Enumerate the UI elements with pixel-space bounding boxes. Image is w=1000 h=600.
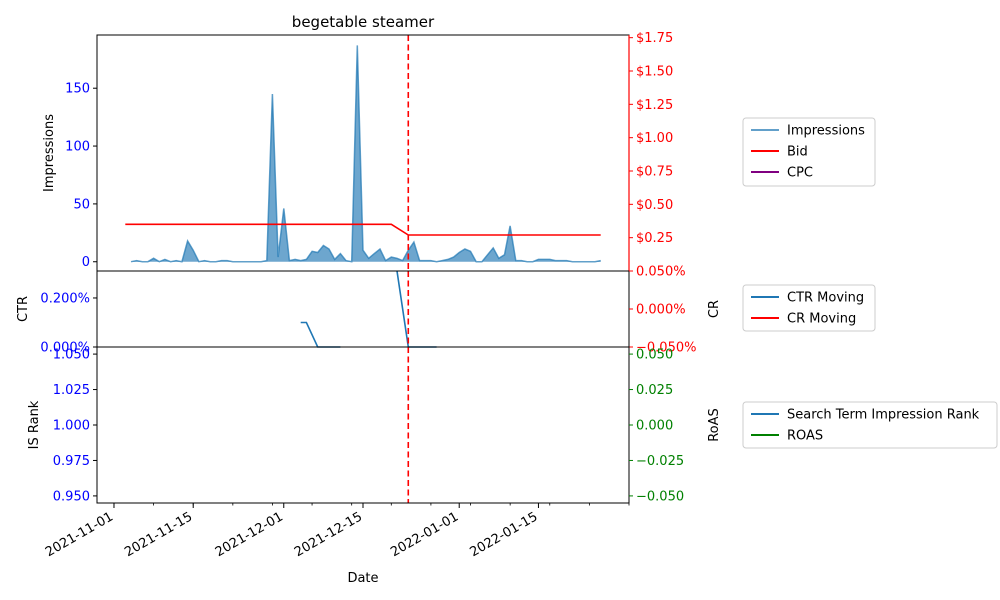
y-tick-label-left: 1.025 — [53, 383, 90, 398]
y-tick-label-right: $1.75 — [636, 31, 673, 46]
x-tick-label: 2021-11-15 — [122, 509, 195, 560]
y-tick-label-left: 0.200% — [40, 291, 90, 306]
y-tick-label-right: $1.00 — [636, 131, 673, 146]
y-tick-label-left: 0 — [82, 255, 90, 270]
y-tick-label-left: 100 — [65, 140, 90, 155]
legend-entry: Search Term Impression Rank — [787, 408, 980, 423]
x-tick-label: 2021-11-01 — [43, 509, 116, 560]
y-tick-label-right: 0.050 — [636, 348, 673, 363]
y-tick-label-left: 50 — [73, 197, 90, 212]
y-tick-label-left: 1.050 — [53, 348, 90, 363]
y-tick-label-right: $0.50 — [636, 198, 673, 213]
y-tick-label-right: 0.025 — [636, 383, 673, 398]
panel-frame — [96, 346, 630, 504]
x-tick-label: 2021-12-01 — [213, 509, 286, 560]
y-tick-label-left: 0.000% — [40, 341, 90, 356]
y-tick-label-right: $1.50 — [636, 65, 673, 80]
y-axis-label-right: CR — [707, 300, 722, 318]
ctr-moving-line-0 — [300, 321, 341, 348]
x-axis-label: Date — [347, 571, 378, 586]
x-tick-label: 2022-01-15 — [468, 509, 541, 560]
y-axis-label-left: CTR — [16, 296, 31, 322]
legend-entry: ROAS — [787, 429, 823, 444]
y-tick-label-left: 150 — [65, 82, 90, 97]
x-tick-label: 2022-01-01 — [388, 509, 461, 560]
x-tick-label: 2021-12-15 — [292, 509, 365, 560]
legend-entry: Bid — [787, 145, 808, 160]
y-tick-label-left: 0.950 — [53, 489, 90, 504]
y-tick-label-right: $1.25 — [636, 98, 673, 113]
y-tick-label-right: $0.75 — [636, 165, 673, 180]
y-tick-label-right: 0.050% — [636, 265, 686, 280]
ctr-moving-line-1 — [396, 270, 437, 348]
legends: Impressions Bid CPC CTR Moving CR Moving Sear… — [742, 117, 998, 449]
y-tick-label-right: −0.050% — [636, 341, 696, 356]
legend-entry: CR Moving — [787, 312, 856, 327]
y-axis-label-right: RoAS — [707, 408, 722, 442]
panel-frame — [96, 270, 630, 348]
y-axis-label-left: Impressions — [42, 114, 57, 192]
y-tick-label-right: −0.025 — [636, 454, 684, 469]
legend-entry: CTR Moving — [787, 291, 864, 306]
y-axis-label-left: IS Rank — [27, 400, 42, 449]
y-tick-label-right: $0.25 — [636, 231, 673, 246]
y-tick-label-right: −0.050 — [636, 489, 684, 504]
impressions-line — [130, 45, 601, 263]
legend-entry: Impressions — [787, 124, 865, 139]
plot-area: 0 50 100 150 $0.25 $0.50 $0.75 $1.00 $1.25 $1.50 $… — [16, 31, 722, 560]
legend-entry: CPC — [787, 166, 813, 181]
chart-title: begetable steamer — [292, 13, 435, 31]
y-tick-label-left: 1.000 — [53, 419, 90, 434]
legend-box — [742, 117, 876, 187]
legend-box — [742, 401, 998, 449]
y-tick-label-right: 0.000 — [636, 419, 673, 434]
y-tick-label-right: 0.000% — [636, 303, 686, 318]
bid-line — [125, 223, 601, 236]
y-tick-label-left: 0.975 — [53, 454, 90, 469]
impressions-area — [131, 45, 601, 262]
